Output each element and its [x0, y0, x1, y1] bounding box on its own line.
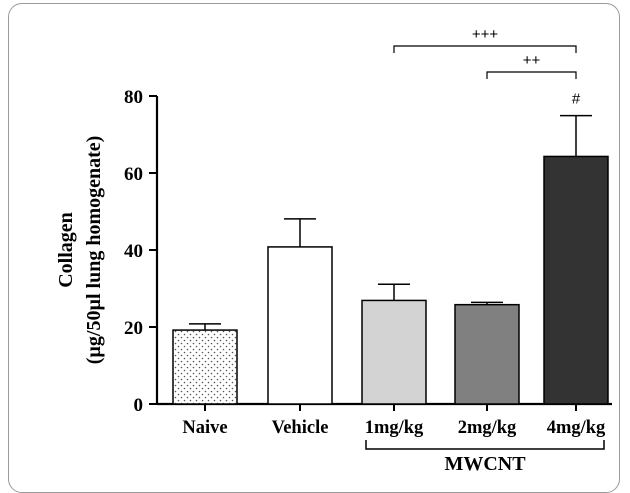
significance-marker: #: [572, 91, 581, 108]
mwcnt-group-bracket: [365, 440, 605, 450]
y-tick-label: 20: [124, 318, 143, 339]
mwcnt-group-label: MWCNT: [444, 453, 526, 475]
bar-4mg/kg: [543, 155, 609, 405]
x-tick-label: Naive: [182, 418, 227, 438]
x-tick-label: Vehicle: [272, 418, 329, 438]
collagen-bar-chart: 0 20 40 60 80 Collagen (µg/50µl lung homogenat…: [55, 26, 612, 475]
significance-bracket: [393, 45, 577, 53]
significance-label: ++: [523, 52, 541, 69]
y-axis-label-line1: Collagen: [55, 212, 77, 288]
y-tick-label: 40: [124, 241, 143, 262]
bar-1mg/kg: [361, 299, 427, 405]
x-tick-label: 1mg/kg: [365, 418, 424, 438]
y-tick-label: 80: [124, 87, 143, 108]
bar-Naive: [172, 329, 238, 405]
significance-bracket: [486, 71, 577, 79]
y-axis-label-line2: (µg/50µl lung homogenate): [83, 136, 105, 365]
bar-Vehicle: [267, 246, 333, 405]
significance-label: +++: [472, 26, 499, 43]
x-tick-label: 4mg/kg: [547, 418, 606, 438]
bar-2mg/kg: [454, 303, 520, 405]
x-tick-label: 2mg/kg: [458, 418, 517, 438]
y-tick-label: 60: [124, 164, 143, 185]
y-tick-label: 0: [134, 395, 144, 416]
